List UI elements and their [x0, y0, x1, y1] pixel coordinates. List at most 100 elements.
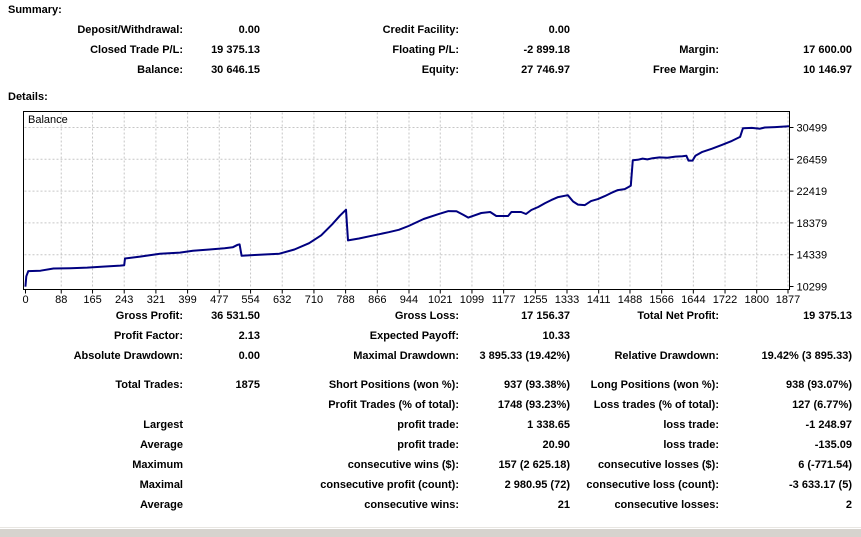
stat-value	[719, 20, 852, 40]
stat-label: Maximum	[132, 459, 183, 471]
y-tick-label: 10299	[797, 282, 828, 294]
stat-label: loss trade:	[663, 419, 719, 431]
x-tick-label: 477	[210, 294, 228, 306]
stat-value: 19 375.13	[803, 310, 852, 322]
stat-label: Largest	[143, 419, 183, 431]
stat-label: Maximal Drawdown:	[353, 350, 459, 362]
stat-value	[183, 415, 260, 435]
x-tick-label: 944	[400, 294, 418, 306]
axis-ticks	[25, 127, 794, 294]
x-tick-label: 788	[336, 294, 354, 306]
stat-value: 1 338.65	[527, 419, 570, 431]
stat-label: Floating P/L:	[392, 44, 459, 56]
stat-label: Short Positions (won %):	[328, 379, 459, 391]
y-tick-label: 14339	[797, 250, 828, 262]
x-tick-label: 1877	[776, 294, 800, 306]
stat-value: 30 646.15	[211, 64, 260, 76]
stat-label	[570, 20, 719, 40]
stat-label: Average	[139, 439, 183, 451]
chart-gridlines	[24, 112, 789, 289]
stat-value: 19 375.13	[211, 44, 260, 56]
x-tick-label: 1644	[681, 294, 705, 306]
stat-value	[183, 455, 260, 475]
plot-border	[23, 111, 790, 290]
x-tick-label: 321	[147, 294, 165, 306]
x-tick-label: 1021	[428, 294, 452, 306]
x-tick-label: 399	[178, 294, 196, 306]
x-tick-label: 1722	[713, 294, 737, 306]
stat-value: -1 248.97	[805, 419, 852, 431]
stat-value: 21	[557, 499, 570, 511]
stat-value: 10 146.97	[803, 64, 852, 76]
stat-label: Total Net Profit:	[637, 310, 719, 322]
stat-label: Maximal	[139, 479, 183, 491]
summary-title: Summary:	[8, 4, 62, 16]
stat-label: consecutive losses ($):	[597, 459, 719, 471]
stat-label: consecutive loss (count):	[586, 479, 719, 491]
stat-label: Gross Loss:	[394, 310, 459, 322]
stat-value: 1875	[235, 379, 260, 391]
stat-label: Total Trades:	[115, 379, 183, 391]
x-tick-label: 866	[368, 294, 386, 306]
stat-value: 19.42% (3 895.33)	[761, 350, 852, 362]
stat-label: Expected Payoff:	[369, 330, 459, 342]
stat-label: consecutive wins ($):	[347, 459, 459, 471]
x-tick-label: 1566	[649, 294, 673, 306]
stat-value	[719, 326, 852, 346]
x-tick-label: 632	[273, 294, 291, 306]
balance-chart: 0 88 165 243 321 399 477 554 632 710 788 866 944 1021…	[22, 110, 857, 306]
stat-label: Profit Trades (% of total):	[328, 399, 459, 411]
stat-value: -2 899.18	[523, 44, 570, 56]
stat-label: Absolute Drawdown:	[73, 350, 183, 362]
x-tick-label: 1333	[555, 294, 579, 306]
stat-label: Long Positions (won %):	[590, 379, 719, 391]
x-tick-label: 1099	[460, 294, 484, 306]
stat-label: Free Margin:	[652, 64, 719, 76]
stat-label: Gross Profit:	[115, 310, 183, 322]
x-tick-label: 0	[22, 294, 28, 306]
balance-chart-svg: 0 88 165 243 321 399 477 554 632 710 788 866 944 1021…	[22, 111, 828, 306]
stat-value	[183, 395, 260, 415]
y-tick-label: 22419	[797, 186, 828, 198]
x-tick-label: 710	[305, 294, 323, 306]
x-tick-label: 554	[241, 294, 259, 306]
stat-label: Credit Facility:	[382, 24, 459, 36]
stat-value: 1748 (93.23%)	[497, 399, 570, 411]
stat-value: 2.13	[238, 330, 260, 342]
stat-label	[570, 326, 719, 346]
row-spacer	[0, 366, 852, 375]
stat-value	[183, 495, 260, 515]
stat-value: 2 980.95 (72)	[504, 479, 570, 491]
stat-label: consecutive profit (count):	[320, 479, 459, 491]
stat-label: Deposit/Withdrawal:	[77, 24, 183, 36]
stat-label: Loss trades (% of total):	[593, 399, 719, 411]
details-stats-grid: Gross Profit: 36 531.50 Gross Loss: 17 156.…	[0, 306, 861, 515]
stat-value: 17 600.00	[803, 44, 852, 56]
stat-value: 2	[845, 499, 852, 511]
chart-legend-label: Balance	[28, 114, 68, 126]
summary-grid: Deposit/Withdrawal: 0.00 Credit Facility: 0…	[0, 20, 861, 80]
stat-label: Margin:	[679, 44, 719, 56]
stat-value: -3 633.17 (5)	[789, 479, 852, 491]
stat-value: 20.90	[542, 439, 570, 451]
stat-value: 937 (93.38%)	[503, 379, 570, 391]
details-title: Details:	[8, 91, 48, 103]
stat-value: 17 156.37	[521, 310, 570, 322]
y-tick-label: 18379	[797, 218, 828, 230]
stat-value	[183, 435, 260, 455]
stat-value: -135.09	[814, 439, 852, 451]
y-tick-label: 30499	[797, 123, 828, 135]
x-tick-label: 1411	[587, 294, 611, 306]
x-tick-label: 1800	[744, 294, 768, 306]
stat-value: 938 (93.07%)	[785, 379, 852, 391]
x-tick-label: 243	[115, 294, 133, 306]
stat-label: consecutive losses:	[614, 499, 719, 511]
stat-value: 36 531.50	[211, 310, 260, 322]
stat-value: 0.00	[238, 350, 260, 362]
x-tick-label: 88	[55, 294, 67, 306]
stat-value: 0.00	[238, 24, 260, 36]
stat-value: 6 (-771.54)	[798, 459, 852, 471]
stat-label: Equity:	[421, 64, 459, 76]
balance-line	[24, 125, 790, 287]
y-tick-label: 26459	[797, 154, 828, 166]
